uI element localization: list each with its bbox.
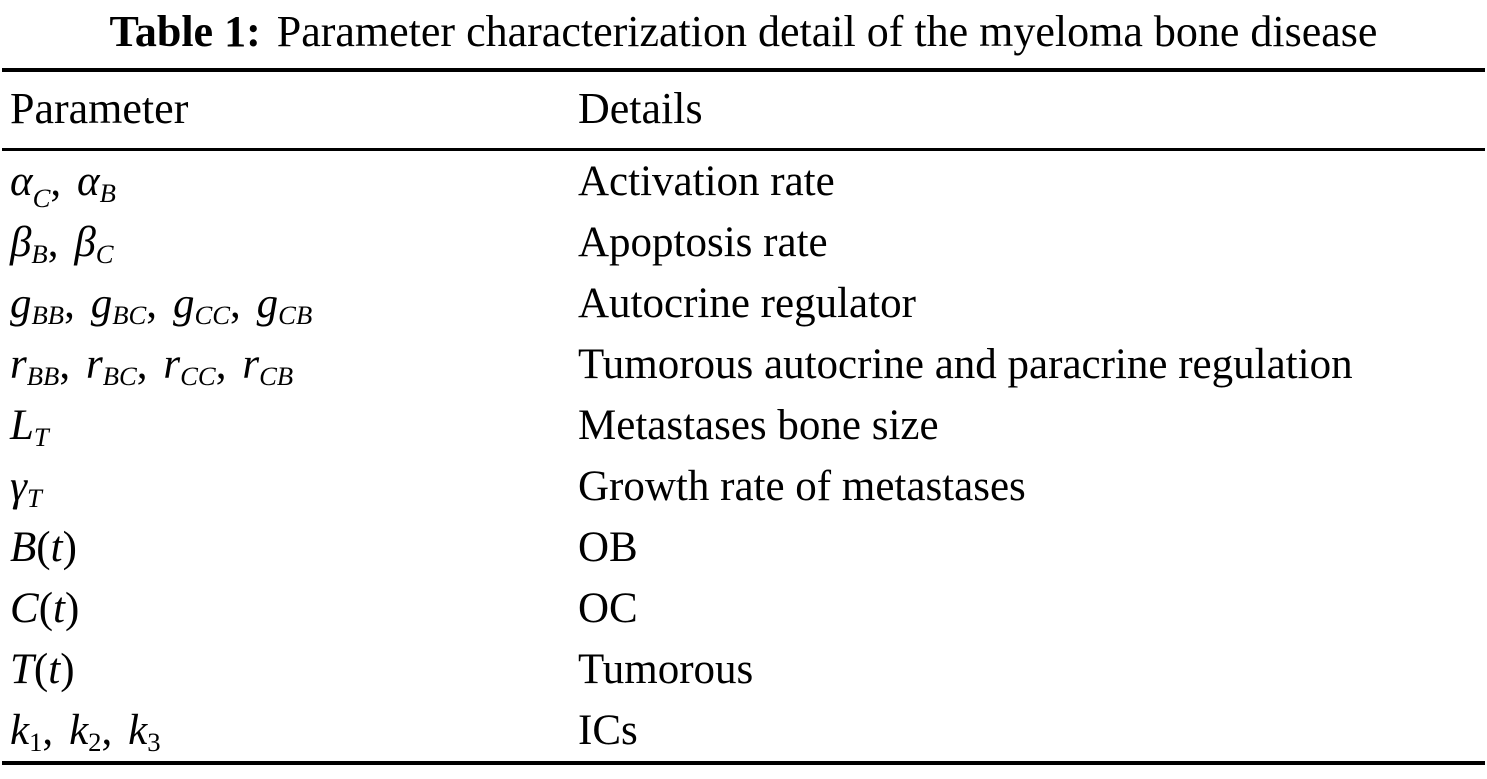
parameter-cell: βB, βC [10, 219, 114, 269]
parameter-subscript: T [33, 421, 49, 452]
table-row: LT Metastases bone size [2, 395, 1485, 456]
parameter-subscript: 3 [147, 726, 161, 757]
parameter-symbol: T [10, 646, 34, 693]
parameter-symbol: r [242, 341, 260, 388]
details-cell: Activation rate [578, 158, 835, 205]
table-row: T(t) Tumorous [2, 639, 1485, 700]
table-body: αC, αB Activation rate βB, βC Apoptosis rat… [2, 150, 1485, 764]
parameter-symbol: g [256, 280, 279, 327]
table-caption-text: Parameter characterization detail of the… [276, 7, 1378, 56]
parameter-subscript: BC [112, 299, 147, 330]
parameter-symbol: β [10, 219, 32, 266]
parameter-cell: B(t) [10, 524, 77, 571]
column-header-parameter: Parameter [10, 84, 189, 133]
parameter-symbol: C [10, 585, 39, 632]
parameter-cell: rBB, rBC, rCC, rCB [10, 341, 294, 391]
parameter-subscript: CC [180, 360, 216, 391]
parameter-subscript: B [31, 238, 48, 269]
table-row: αC, αB Activation rate [2, 150, 1485, 213]
parameter-subscript: B [99, 177, 116, 208]
details-cell: OC [578, 585, 638, 632]
table-row: gBB, gBC, gCC, gCB Autocrine regulator [2, 273, 1485, 334]
parameter-symbol: k [10, 707, 30, 754]
parameter-cell: C(t) [10, 585, 80, 632]
parameter-symbol: r [163, 341, 181, 388]
parameter-symbol: k [128, 707, 148, 754]
parameter-symbol: g [90, 280, 113, 327]
parameter-subscript: CB [259, 360, 294, 391]
details-cell: Tumorous [578, 646, 754, 693]
parameter-subscript: C [95, 238, 114, 269]
details-cell: Metastases bone size [578, 402, 939, 449]
details-cell: OB [578, 524, 638, 571]
table-row: B(t) OB [2, 517, 1485, 578]
table-row: γT Growth rate of metastases [2, 456, 1485, 517]
parameter-subscript: 2 [88, 726, 102, 757]
details-cell: Tumorous autocrine and paracrine regulat… [578, 341, 1353, 388]
details-cell: ICs [578, 707, 638, 754]
parameter-cell: T(t) [10, 646, 75, 693]
parameter-symbol: k [69, 707, 89, 754]
parameter-subscript: BC [102, 360, 137, 391]
parameter-symbol: γ [10, 463, 27, 510]
parameter-symbol: g [172, 280, 195, 327]
parameter-subscript: BB [31, 299, 65, 330]
parameter-cell: γT [2, 456, 570, 517]
parameter-symbol: g [10, 280, 32, 327]
parameter-symbol: B [10, 524, 37, 571]
parameter-subscript: C [32, 182, 51, 213]
table-row: k1, k2, k3 ICs [2, 700, 1485, 763]
parameter-symbol: r [85, 341, 103, 388]
details-cell: Apoptosis rate [578, 219, 828, 266]
parameter-symbol: r [10, 341, 27, 388]
parameter-symbol: α [77, 158, 100, 205]
details-cell: Autocrine regulator [578, 280, 916, 327]
parameter-symbol: L [10, 402, 34, 449]
table-caption-label: Table 1: [109, 7, 261, 56]
parameter-symbol: β [74, 219, 96, 266]
table-header: Parameter Details [2, 70, 1485, 150]
parameter-cell: αC, αB [10, 158, 116, 213]
table-caption: Table 1: Parameter characterization detai… [0, 0, 1487, 59]
table-row: rBB, rBC, rCC, rCB Tumorous autocrine and… [2, 334, 1485, 395]
parameter-cell: gBB, gBC, gCC, gCB [10, 280, 313, 330]
parameter-subscript: CC [194, 299, 231, 330]
parameter-table: Parameter Details αC, αB Activation rate β… [2, 68, 1485, 765]
table-header-row: Parameter Details [2, 70, 1485, 150]
details-cell: Growth rate of metastases [578, 463, 1026, 510]
parameter-subscript: 1 [29, 726, 43, 757]
table-row: βB, βC Apoptosis rate [2, 212, 1485, 273]
parameter-cell: k1, k2, k3 [10, 707, 161, 757]
parameter-subscript: T [26, 482, 42, 513]
parameter-cell: LT [2, 395, 570, 456]
column-header-details: Details [578, 84, 703, 133]
parameter-subscript: CB [278, 299, 313, 330]
parameter-subscript: BB [26, 360, 60, 391]
table-row: C(t) OC [2, 578, 1485, 639]
parameter-symbol: α [10, 158, 33, 205]
